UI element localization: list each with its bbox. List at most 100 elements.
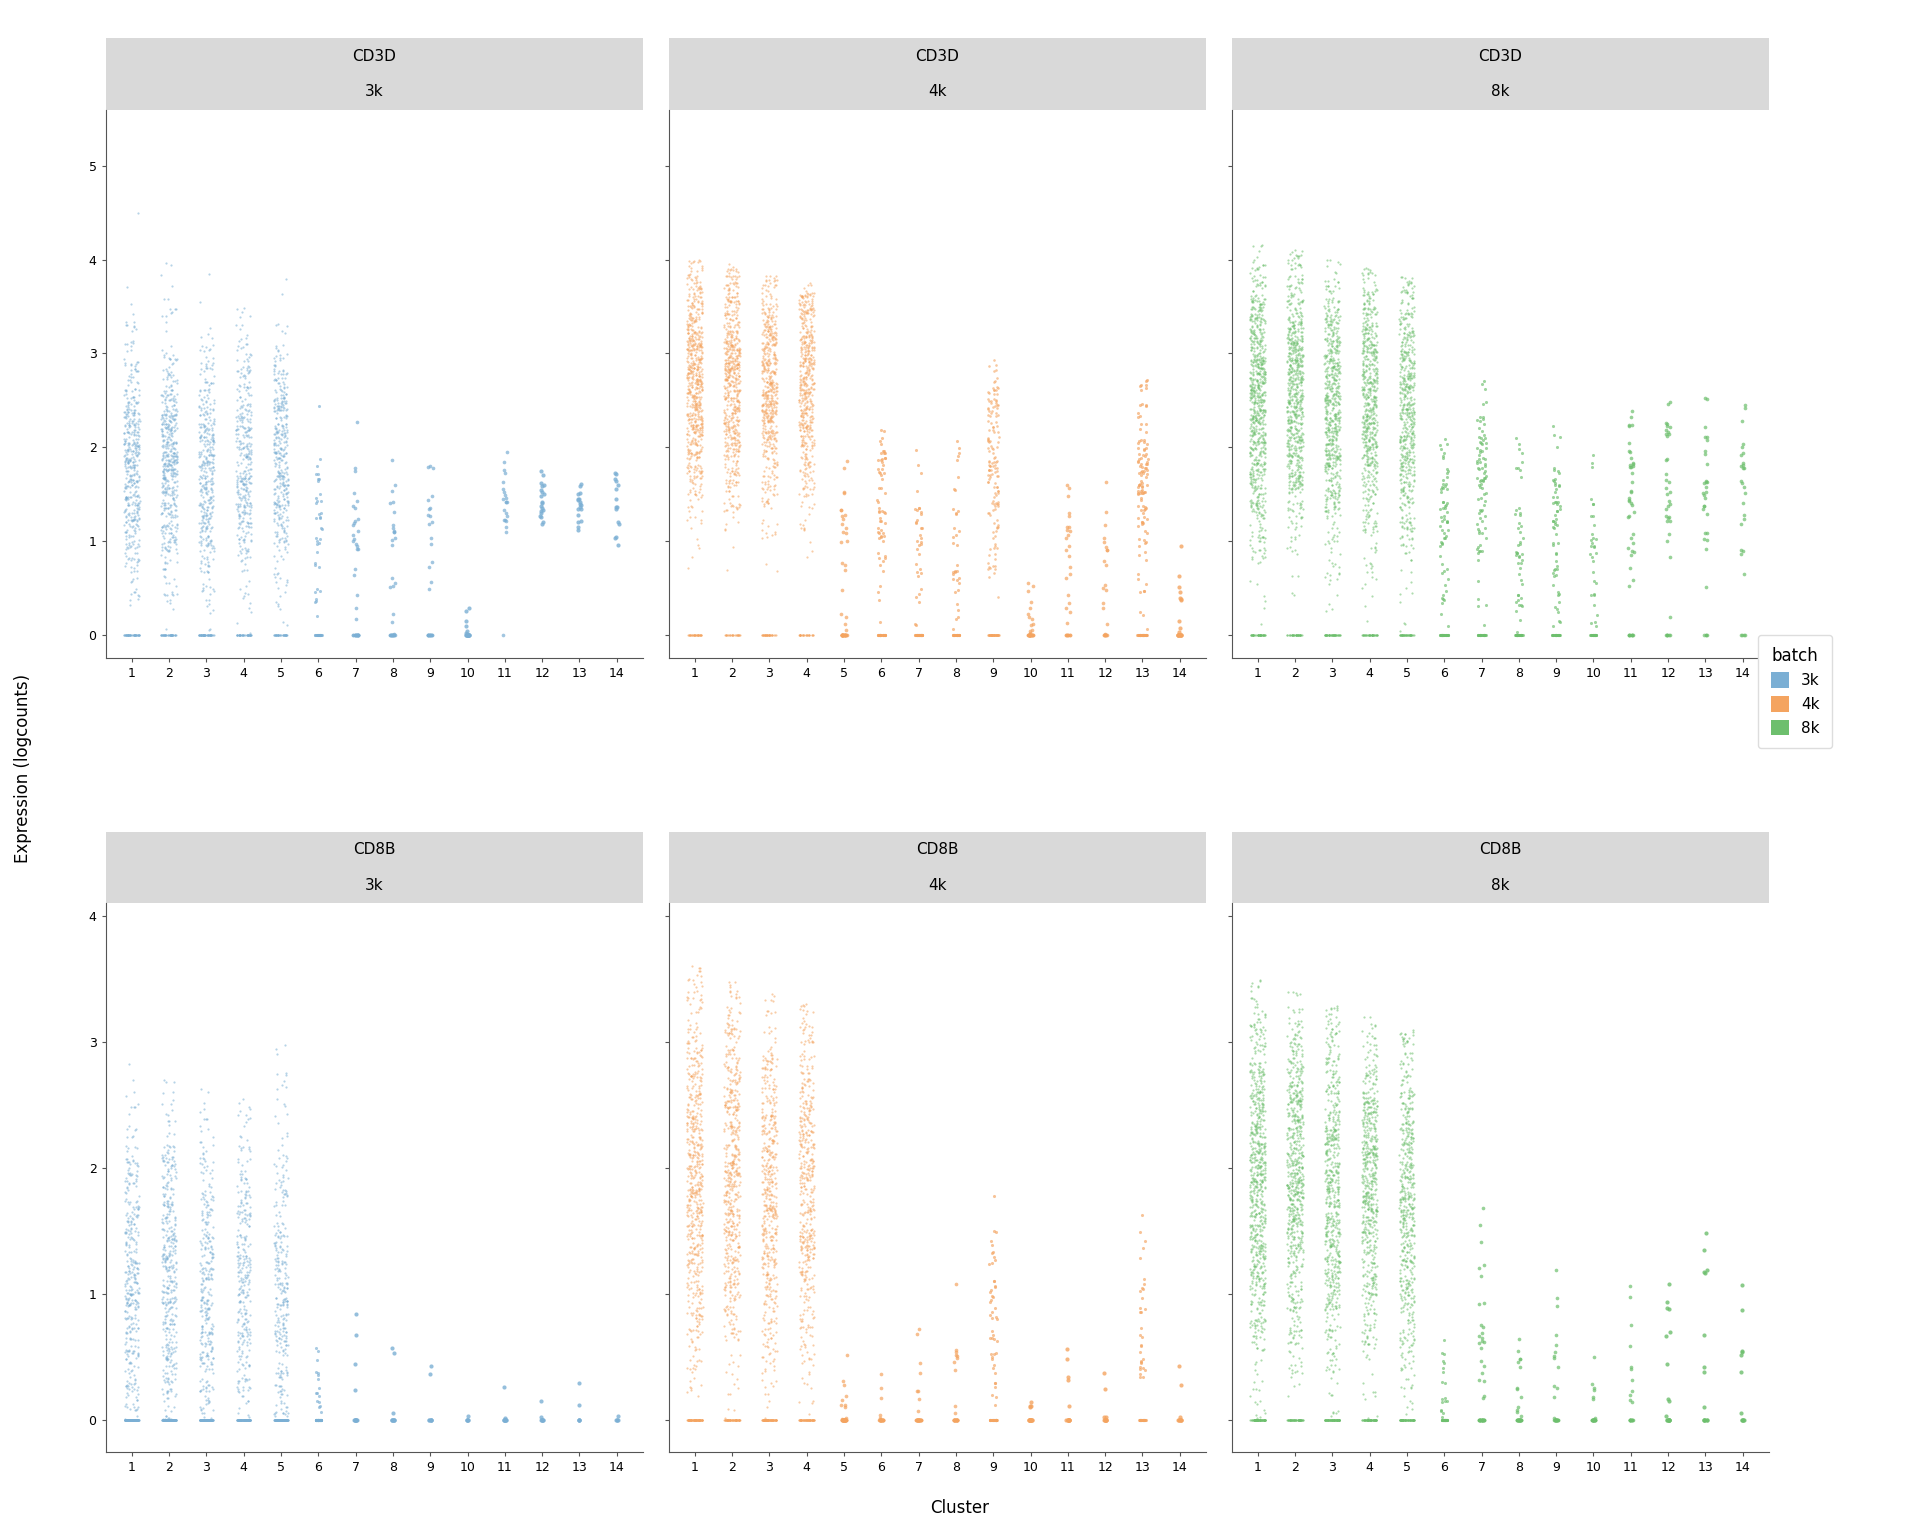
Point [1315, 1233, 1346, 1258]
Point [305, 1407, 336, 1432]
Point [1390, 1091, 1421, 1115]
Point [156, 495, 186, 519]
Point [791, 361, 822, 386]
Point [117, 1147, 148, 1172]
Point [1352, 444, 1382, 468]
Point [791, 335, 822, 359]
Point [342, 1407, 372, 1432]
Point [190, 389, 221, 413]
Point [1357, 1197, 1388, 1221]
Point [943, 565, 973, 590]
Point [271, 1358, 301, 1382]
Point [676, 310, 707, 335]
Point [864, 610, 895, 634]
Point [1317, 1064, 1348, 1089]
Point [1246, 518, 1277, 542]
Point [1242, 475, 1273, 499]
Point [975, 452, 1006, 476]
Point [1321, 1401, 1352, 1425]
Point [1354, 410, 1384, 435]
Point [152, 361, 182, 386]
Point [1361, 361, 1392, 386]
Point [117, 507, 148, 531]
Point [1244, 1038, 1275, 1063]
Point [680, 386, 710, 410]
Point [789, 475, 820, 499]
Point [672, 433, 703, 458]
Point [1277, 1407, 1308, 1432]
Point [1242, 1407, 1273, 1432]
Point [1317, 370, 1348, 395]
Point [1390, 301, 1421, 326]
Point [1317, 290, 1348, 315]
Point [1323, 1210, 1354, 1235]
Point [1615, 1407, 1645, 1432]
Point [678, 1114, 708, 1138]
Point [793, 1028, 824, 1052]
Point [1352, 1132, 1382, 1157]
Point [1248, 1192, 1279, 1217]
Point [1283, 1107, 1313, 1132]
Point [1690, 1395, 1720, 1419]
Point [1398, 1141, 1428, 1166]
Point [1315, 312, 1346, 336]
Point [1400, 407, 1430, 432]
Point [714, 370, 745, 395]
Point [263, 1313, 294, 1338]
Point [415, 622, 445, 647]
Point [672, 556, 703, 581]
Point [1354, 1407, 1384, 1432]
Point [1283, 304, 1313, 329]
Point [722, 1203, 753, 1227]
Point [710, 1183, 741, 1207]
Point [785, 1129, 816, 1154]
Point [1357, 1160, 1388, 1184]
Point [232, 1263, 263, 1287]
Point [712, 1057, 743, 1081]
Point [868, 521, 899, 545]
Point [1352, 261, 1382, 286]
Point [1346, 1140, 1377, 1164]
Point [716, 493, 747, 518]
Point [716, 338, 747, 362]
Point [148, 498, 179, 522]
Point [785, 1407, 816, 1432]
Point [682, 1233, 712, 1258]
Point [906, 516, 937, 541]
Point [678, 622, 708, 647]
Point [795, 1203, 826, 1227]
Point [1248, 1407, 1279, 1432]
Point [710, 387, 741, 412]
Point [269, 384, 300, 409]
Point [1357, 1100, 1388, 1124]
Point [599, 461, 630, 485]
Point [152, 1347, 182, 1372]
Point [864, 622, 895, 647]
Point [672, 392, 703, 416]
Point [1390, 1224, 1421, 1249]
Point [1248, 485, 1279, 510]
Point [154, 409, 184, 433]
Point [1273, 442, 1304, 467]
Point [685, 1213, 716, 1238]
Point [714, 1041, 745, 1066]
Point [1244, 333, 1275, 358]
Point [680, 1129, 710, 1154]
Point [1384, 495, 1415, 519]
Point [680, 390, 710, 415]
Point [1309, 478, 1340, 502]
Point [376, 1407, 407, 1432]
Point [223, 406, 253, 430]
Point [1236, 327, 1267, 352]
Point [152, 1407, 182, 1432]
Point [1250, 525, 1281, 550]
Point [676, 250, 707, 275]
Point [1283, 1107, 1313, 1132]
Point [797, 1150, 828, 1175]
Point [196, 1350, 227, 1375]
Point [793, 1347, 824, 1372]
Point [528, 482, 559, 507]
Point [198, 1226, 228, 1250]
Point [1127, 1366, 1158, 1390]
Point [227, 355, 257, 379]
